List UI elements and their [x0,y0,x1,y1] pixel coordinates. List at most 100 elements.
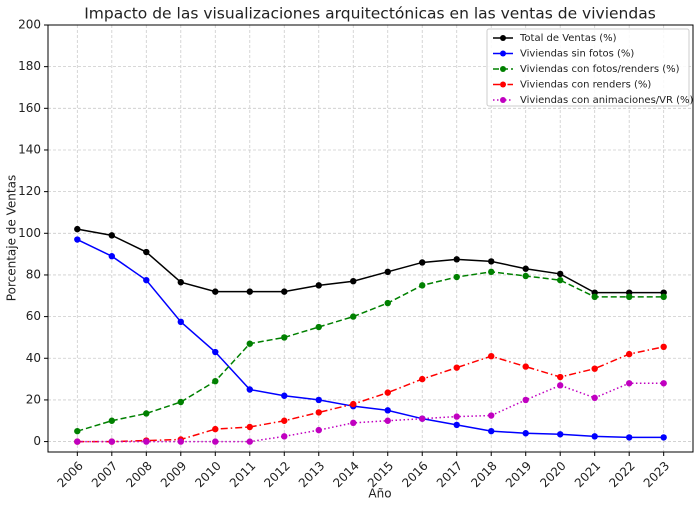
data-point [350,313,357,320]
data-point [143,410,150,417]
data-point [315,282,322,289]
data-point [108,253,116,260]
data-point [350,400,357,408]
data-point [246,288,253,295]
x-tick-label: 2022 [606,459,637,490]
x-tick-label: 2010 [192,459,223,490]
data-point [557,276,564,284]
data-point [384,268,391,276]
x-tick-label: 2018 [468,459,499,490]
legend-marker [500,81,506,88]
x-tick-label: 2008 [123,459,154,490]
data-point [384,407,391,414]
series-line [77,382,664,443]
x-tick-label: 2013 [296,459,327,490]
legend-label: Total de Ventas (%) [519,33,617,44]
x-tick-label: 2016 [399,459,430,490]
data-point [177,318,184,326]
x-tick-label: 2007 [89,459,120,490]
y-tick-label: 20 [26,392,41,406]
data-point [315,409,322,416]
data-point [281,334,288,341]
data-point [108,438,116,445]
data-point [660,434,667,441]
data-point [315,426,322,434]
data-point [522,396,529,404]
data-point [625,380,633,387]
y-tick-label: 140 [18,142,41,156]
data-point [419,282,426,289]
y-tick-label: 40 [26,351,41,365]
data-point [281,392,288,399]
data-point [488,352,495,360]
x-tick-label: 2014 [330,459,361,490]
data-point [419,415,426,422]
data-point [488,258,495,265]
x-tick-label: 2009 [158,459,189,490]
data-point [384,417,391,424]
data-point [350,278,357,285]
data-point [350,419,357,427]
series-line [77,228,664,294]
x-axis-label: Año [368,487,391,501]
data-point [246,423,253,431]
data-point [384,299,391,307]
data-point [522,272,529,280]
series-line [76,238,664,439]
x-tick-label: 2012 [261,459,292,490]
legend-label: Viviendas con fotos/renders (%) [520,64,680,75]
data-point [177,279,184,286]
data-point [591,365,598,372]
data-point [488,412,495,419]
data-point [108,232,116,239]
y-axis-label: Porcentaje de Ventas [5,175,19,301]
x-tick-label: 2011 [227,459,258,490]
series-line [77,271,664,432]
y-tick-label: 0 [33,434,41,448]
data-point [74,438,81,445]
x-tick-label: 2019 [503,459,534,490]
data-point [315,396,322,404]
data-point [591,433,598,440]
data-point [522,265,529,272]
data-point [177,438,184,445]
data-point [557,373,564,381]
data-point [660,380,667,387]
data-point [419,259,426,266]
data-point [143,276,150,284]
legend-marker [500,35,506,41]
data-point [212,348,219,356]
series-line [77,346,664,443]
data-point [625,350,633,358]
y-tick-label: 120 [18,184,41,198]
data-point [246,386,253,393]
data-point [453,364,460,371]
data-point [108,417,116,424]
data-point [315,323,322,331]
x-tick-label: 2020 [537,459,568,490]
data-point [660,343,667,351]
data-point [74,427,81,435]
data-point [488,427,495,435]
data-point [453,256,460,263]
data-point [281,288,288,295]
data-point [488,268,495,276]
data-point [212,288,219,295]
plot-frame [47,24,694,453]
y-tick-label: 160 [18,101,41,115]
data-point [143,248,150,256]
legend-box [486,28,690,107]
data-point [591,394,598,402]
legend: Total de Ventas (%) Viviendas sin fotos (… [486,28,694,107]
x-tick-label: 2015 [365,459,396,490]
legend-marker [500,50,506,57]
y-tick-label: 60 [26,309,41,323]
data-point [591,293,598,301]
data-point [625,293,633,301]
data-point [281,433,288,440]
data-point [453,273,460,281]
data-point [522,430,529,437]
legend-label: Viviendas con animaciones/VR (%) [520,95,694,106]
x-tick-label: 2017 [434,459,465,490]
